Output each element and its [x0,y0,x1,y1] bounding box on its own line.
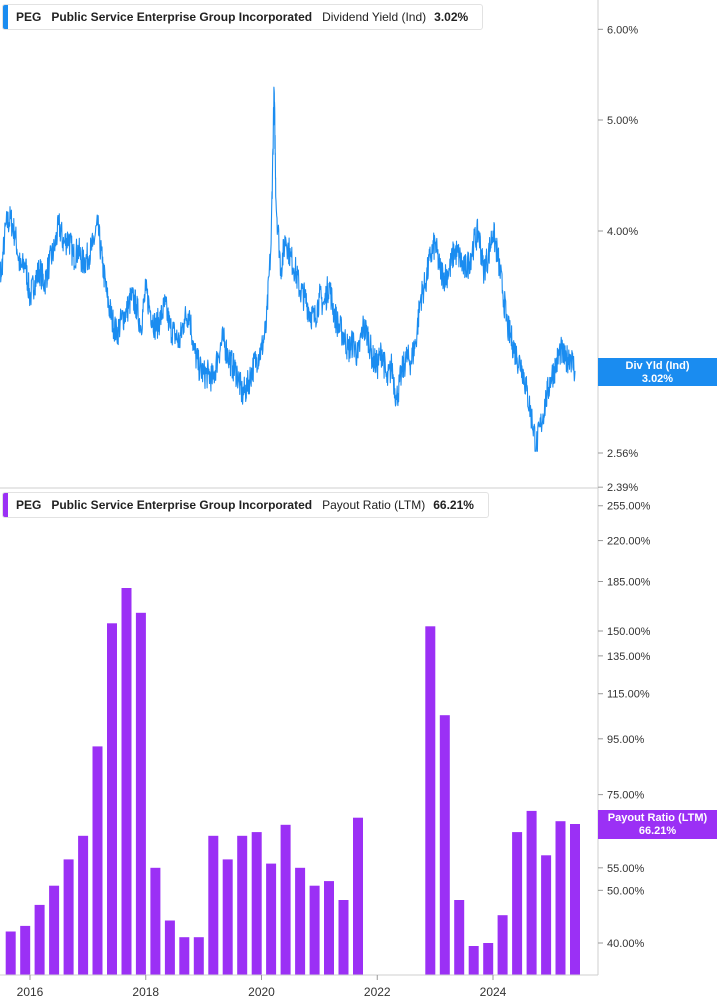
payout-ratio-bar [193,937,204,975]
tag-label: Div Yld (Ind) [625,360,690,372]
payout-ratio-bar [20,925,31,975]
y-tick-label: 220.00% [607,536,651,548]
y-tick-label: 135.00% [607,651,651,663]
y-tick-label: 5.00% [607,115,638,127]
tag-label: Payout Ratio (LTM) [607,812,708,824]
payout-ratio-bar [454,900,465,975]
payout-ratio-bar [5,931,16,975]
payout-ratio-bar [468,946,479,975]
dividend-yield-legend: PEG Public Service Enterprise Group Inco… [2,4,484,30]
legend-ticker: PEG [16,498,42,512]
legend-metric: Dividend Yield (Ind) [322,10,427,24]
payout-ratio-bar [338,900,349,975]
payout-ratio-bar [121,588,132,975]
tag-value: 66.21% [638,825,677,837]
y-tick-label: 75.00% [607,790,645,802]
payout-ratio-chart [5,588,580,975]
payout-ratio-bar [92,746,103,975]
dividend-yield-line [0,86,576,452]
x-tick-label: 2020 [248,985,275,999]
legend-ticker: PEG [16,10,42,24]
legend-value: 66.21% [433,498,474,512]
payout-ratio-bar [237,835,248,975]
payout-ratio-legend: PEG Public Service Enterprise Group Inco… [2,492,489,518]
legend-value: 3.02% [434,10,469,24]
y-tick-label: 150.00% [607,626,651,638]
y-tick-label: 2.56% [607,448,638,460]
tag-value: 3.02% [641,373,674,385]
payout-ratio-bar [280,824,291,975]
dividend-yield-price-tag: Div Yld (Ind) 3.02% [598,358,717,386]
x-tick-label: 2024 [480,985,507,999]
payout-ratio-bar [107,623,117,975]
y-tick-label: 4.00% [607,226,638,238]
payout-ratio-bar [179,937,190,975]
y-tick-label: 255.00% [607,501,651,513]
payout-ratio-bar [251,832,262,975]
payout-ratio-bar [208,835,219,975]
y-tick-label: 185.00% [607,576,651,588]
x-tick-label: 2022 [364,985,391,999]
y-tick-label: 40.00% [607,938,645,950]
payout-ratio-bar [164,920,175,975]
legend-color-swatch [3,493,8,517]
payout-ratio-bar [497,915,508,975]
payout-ratio-bar [309,885,320,975]
payout-ratio-bar [324,881,334,975]
legend-company: Public Service Enterprise Group Incorpor… [51,10,313,24]
payout-ratio-bar [439,715,450,975]
y-tick-label: 55.00% [607,863,645,875]
payout-ratio-bar [222,859,233,975]
legend-company: Public Service Enterprise Group Incorpor… [51,498,313,512]
x-tick-label: 2018 [132,985,159,999]
payout-ratio-price-tag: Payout Ratio (LTM) 66.21% [598,810,717,839]
payout-ratio-bar [425,626,436,975]
payout-ratio-bar [135,612,146,975]
payout-ratio-bar [49,885,60,975]
x-tick-label: 2016 [17,985,44,999]
payout-ratio-bar [512,832,523,975]
payout-ratio-bar [570,824,580,975]
y-tick-label: 2.39% [607,482,638,494]
payout-ratio-bar [295,867,306,975]
legend-color-swatch [3,5,8,29]
payout-ratio-bar [555,821,566,975]
payout-ratio-bar [150,867,161,975]
payout-ratio-bar [78,835,89,975]
dividend-yield-chart [0,86,576,452]
y-tick-label: 50.00% [607,885,645,897]
payout-ratio-bar [353,817,363,975]
payout-ratio-bar [541,855,552,975]
legend-metric: Payout Ratio (LTM) [322,498,426,512]
payout-ratio-bar [63,859,74,975]
payout-ratio-bar [483,943,494,975]
y-tick-label: 6.00% [607,24,638,36]
y-tick-label: 95.00% [607,734,645,746]
y-tick-label: 115.00% [607,689,650,701]
payout-ratio-bar [34,904,45,975]
payout-ratio-bar [526,810,537,975]
payout-ratio-bar [266,863,277,975]
